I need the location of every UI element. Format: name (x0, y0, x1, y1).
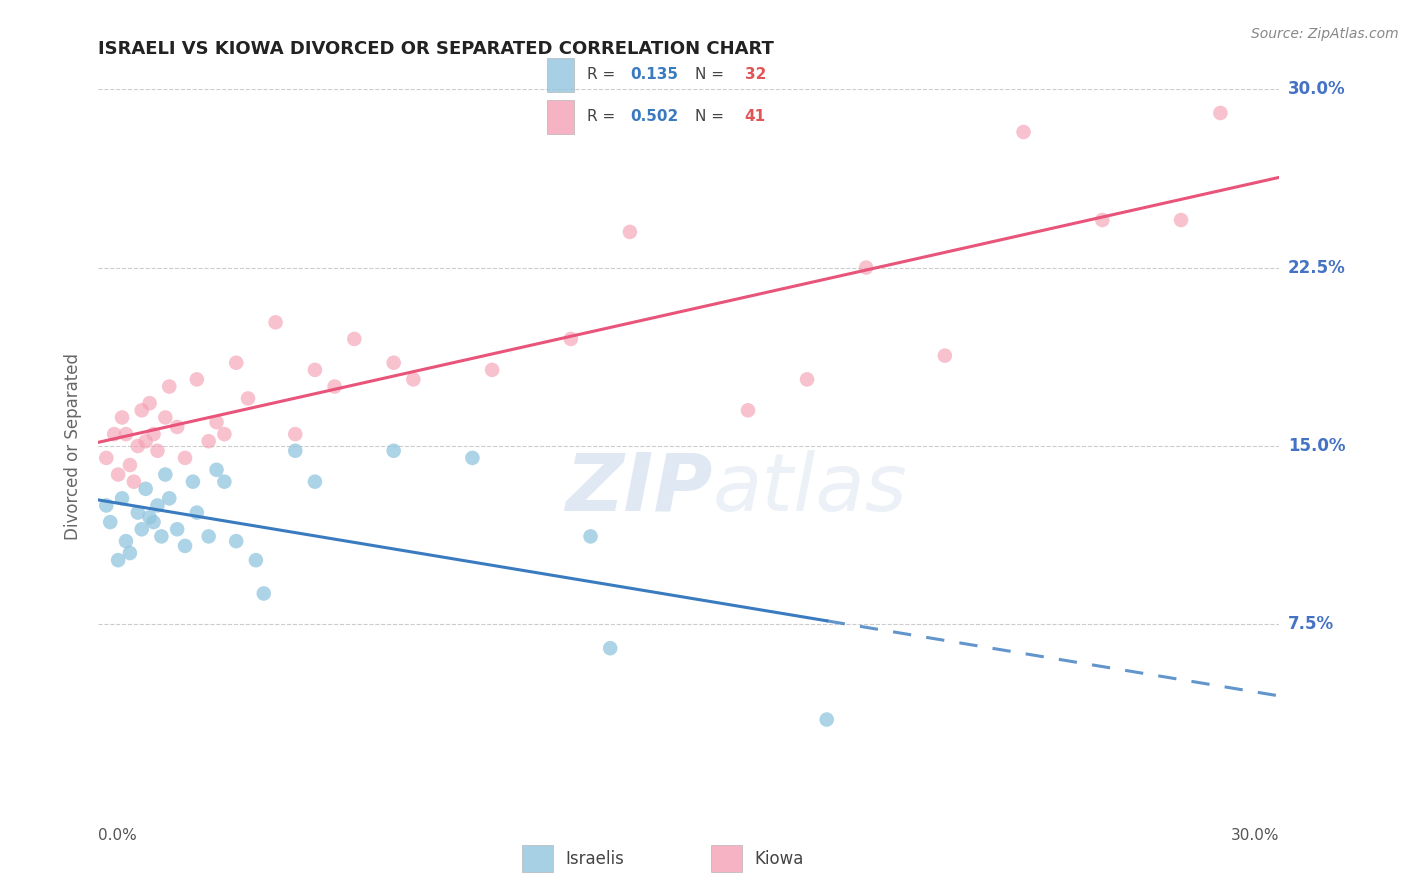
Point (115, 534, 138, 549)
Text: atlas: atlas (713, 450, 907, 528)
Text: 30.0%: 30.0% (1288, 80, 1346, 98)
Point (934, 349, 956, 363)
Point (157, 379, 180, 393)
Point (115, 427, 138, 442)
Point (127, 439, 149, 453)
Text: N =: N = (695, 68, 728, 82)
Point (796, 372, 818, 386)
Point (560, 332, 582, 346)
Text: R =: R = (586, 68, 620, 82)
Point (815, 713, 838, 727)
Point (107, 553, 129, 567)
Point (205, 463, 228, 477)
Point (304, 475, 326, 489)
Point (118, 546, 141, 560)
Point (103, 427, 125, 442)
Point (225, 534, 247, 549)
Text: Source: ZipAtlas.com: Source: ZipAtlas.com (1251, 27, 1399, 41)
Point (174, 450, 197, 465)
Point (138, 510, 160, 524)
Point (146, 443, 169, 458)
Text: ZIP: ZIP (565, 450, 713, 528)
Point (284, 443, 307, 458)
Point (142, 427, 165, 442)
Text: 7.5%: 7.5% (1288, 615, 1334, 633)
Point (107, 467, 129, 482)
Point (461, 450, 484, 465)
Point (619, 225, 641, 239)
Point (264, 315, 287, 329)
Point (599, 641, 621, 656)
Point (135, 482, 157, 496)
Point (382, 443, 405, 458)
Point (157, 491, 180, 506)
Text: Kiowa: Kiowa (754, 849, 804, 868)
Text: 41: 41 (745, 110, 766, 124)
Point (118, 458, 141, 472)
Point (737, 403, 759, 417)
Text: R =: R = (586, 110, 620, 124)
Point (245, 553, 267, 567)
Point (197, 529, 219, 543)
Point (127, 506, 149, 520)
Point (1012, 125, 1035, 139)
Point (225, 356, 247, 370)
Point (1091, 213, 1114, 227)
Point (131, 403, 153, 417)
Point (122, 475, 145, 489)
Text: 15.0%: 15.0% (1288, 437, 1346, 455)
Point (1209, 106, 1232, 120)
Text: 30.0%: 30.0% (1232, 828, 1279, 843)
Point (214, 475, 236, 489)
Text: 22.5%: 22.5% (1288, 259, 1346, 277)
Point (343, 332, 366, 346)
Point (174, 539, 197, 553)
Point (382, 356, 405, 370)
Point (214, 427, 236, 442)
Point (111, 410, 134, 425)
Text: ISRAELI VS KIOWA DIVORCED OR SEPARATED CORRELATION CHART: ISRAELI VS KIOWA DIVORCED OR SEPARATED C… (98, 40, 775, 58)
Point (181, 475, 204, 489)
FancyBboxPatch shape (547, 100, 575, 134)
Point (481, 363, 503, 377)
Point (98, 515, 121, 529)
Point (855, 260, 877, 275)
Point (135, 434, 157, 449)
Point (96, 450, 118, 465)
Point (186, 506, 208, 520)
Text: 0.0%: 0.0% (98, 828, 138, 843)
Point (146, 499, 169, 513)
Point (131, 522, 153, 536)
Text: N =: N = (695, 110, 728, 124)
Point (284, 427, 307, 442)
Point (402, 372, 425, 386)
Point (253, 586, 276, 600)
Text: 0.135: 0.135 (630, 68, 678, 82)
FancyBboxPatch shape (547, 58, 575, 92)
Point (205, 415, 228, 429)
FancyBboxPatch shape (522, 846, 554, 872)
Text: 0.502: 0.502 (630, 110, 679, 124)
Point (236, 392, 259, 406)
Point (579, 529, 602, 543)
Text: 32: 32 (745, 68, 766, 82)
Point (155, 467, 177, 482)
Point (155, 410, 177, 425)
Point (111, 491, 134, 506)
Point (197, 434, 219, 449)
Point (323, 379, 346, 393)
FancyBboxPatch shape (711, 846, 742, 872)
Point (138, 396, 160, 410)
Point (166, 522, 188, 536)
Point (96, 499, 118, 513)
Text: Israelis: Israelis (565, 849, 624, 868)
Point (1170, 213, 1192, 227)
Point (304, 363, 326, 377)
Y-axis label: Divorced or Separated: Divorced or Separated (65, 352, 83, 540)
Point (166, 420, 188, 434)
Point (142, 515, 165, 529)
Point (186, 372, 208, 386)
Point (150, 529, 173, 543)
